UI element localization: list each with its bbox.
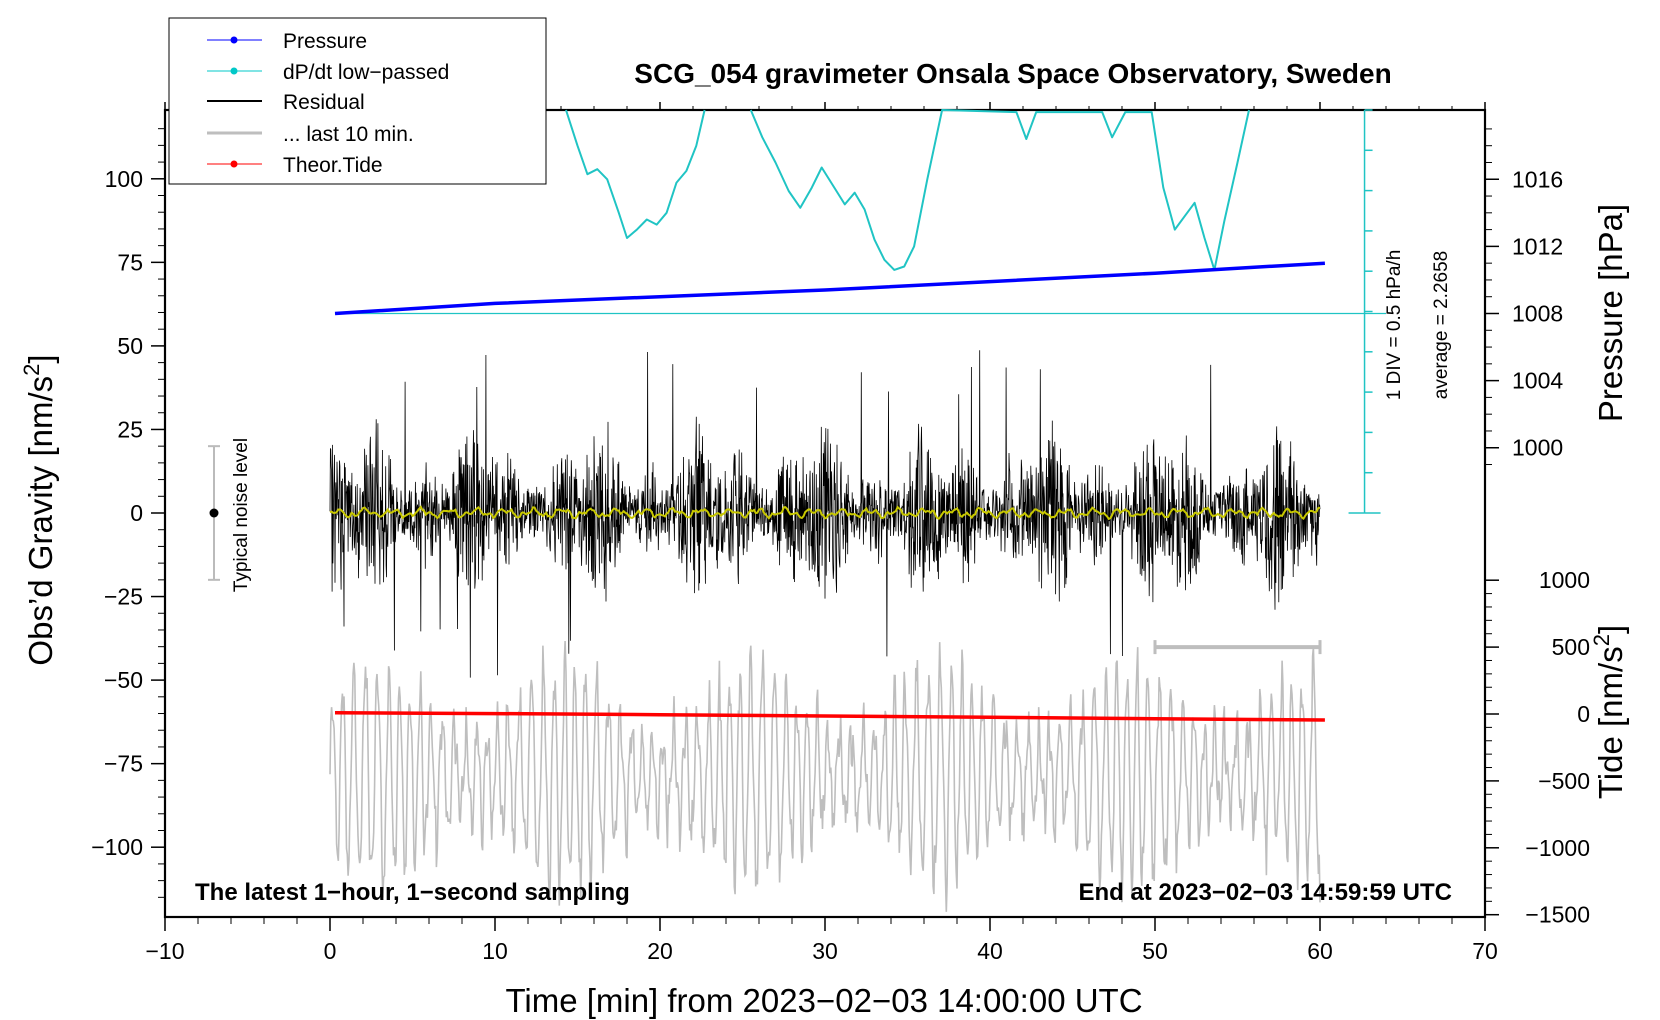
noise-level-label: Typical noise level [231, 438, 252, 592]
series-pressure [334, 261, 1325, 316]
y-left-tick-label: 50 [117, 333, 143, 359]
y-tide-tick-label: −1500 [1525, 902, 1590, 928]
annotation-bottom-left: The latest 1−hour, 1−second sampling [195, 879, 630, 906]
legend-label-tide: Theor.Tide [283, 154, 383, 177]
y-left-tick-label: 25 [117, 416, 143, 442]
noise-level-center-dot [209, 508, 219, 518]
x-tick-label: 50 [1142, 938, 1168, 964]
y-tide-tick-label: −1000 [1525, 835, 1590, 861]
y-tide-tick-label: 500 [1552, 634, 1590, 660]
y-left-tick-label: 100 [105, 166, 143, 192]
label-layer: −10 0 10 20 30 40 50 60 701007550250−25−50−75−10… [91, 166, 1590, 964]
y-pressure-tick-label: 1004 [1512, 368, 1563, 394]
legend-label-pressure: Pressure [283, 30, 367, 53]
data-layer [329, 109, 1325, 912]
div-scale-label: 1 DIV = 0.5 hPa/h [1384, 250, 1405, 401]
y-axis-title-tide-sup: 2 [1589, 634, 1614, 646]
y-left-tick-label: −100 [91, 834, 143, 860]
y-axis-title-pressure: Pressure [hPa] [1592, 204, 1629, 422]
y-left-tick-label: 75 [117, 249, 143, 275]
y-left-tick-label: −25 [104, 584, 143, 610]
average-label: average = 2.2658 [1431, 251, 1452, 399]
y-tide-tick-label: 1000 [1539, 567, 1590, 593]
y-pressure-tick-label: 1012 [1512, 233, 1563, 259]
legend-item-dpdt: dP/dt low−passed [207, 61, 449, 84]
legend-item-pressure: Pressure [207, 30, 367, 53]
x-tick-label: 70 [1472, 938, 1498, 964]
x-tick-label: −10 [145, 938, 184, 964]
x-tick-label: 10 [482, 938, 508, 964]
legend-marker-tide [230, 160, 238, 168]
y-tide-tick-label: −500 [1538, 768, 1590, 794]
y-axis-title-tide-close: ] [1592, 625, 1629, 634]
legend-item-residual: Residual [207, 91, 365, 114]
series-last-10-min [329, 640, 1321, 912]
x-axis-title: Time [min] from 2023−02−03 14:00:00 UTC [505, 982, 1142, 1019]
series-dpdt-lowpassed [565, 109, 1250, 271]
y-left-tick-label: 0 [130, 500, 143, 526]
x-tick-label: 20 [647, 938, 673, 964]
y-axis-title-left-sup: 2 [19, 364, 44, 376]
legend-item-last10: ... last 10 min. [207, 123, 414, 146]
y-axis-title-left: Obs’d Gravity [nm/s2] [19, 354, 59, 665]
legend-marker-pressure [230, 36, 238, 44]
y-pressure-tick-label: 1016 [1512, 166, 1563, 192]
legend-marker-dpdt [230, 67, 238, 75]
y-axis-title-tide: Tide [nm/s2] [1589, 625, 1629, 799]
y-left-tick-label: −75 [104, 751, 143, 777]
y-left-tick-label: −50 [104, 667, 143, 693]
x-tick-label: 30 [812, 938, 838, 964]
y-axis-title-left-close: ] [22, 354, 59, 363]
y-axis-title-left-main: Obs’d Gravity [nm/s [22, 376, 59, 666]
legend-label-last10: ... last 10 min. [283, 123, 414, 146]
annotation-bottom-right: End at 2023−02−03 14:59:59 UTC [1078, 879, 1452, 906]
legend-label-residual: Residual [283, 91, 365, 114]
y-pressure-tick-label: 1008 [1512, 301, 1563, 327]
legend-label-dpdt: dP/dt low−passed [283, 61, 449, 84]
x-tick-label: 0 [324, 938, 337, 964]
series-residual [329, 350, 1321, 678]
series-residual-smoothed [329, 505, 1320, 521]
chart-title: SCG_054 gravimeter Onsala Space Observat… [634, 58, 1391, 89]
y-pressure-tick-label: 1000 [1512, 435, 1563, 461]
y-axis-title-tide-main: Tide [nm/s [1592, 646, 1629, 799]
series-theoretical-tide [334, 710, 1325, 722]
legend: Pressure dP/dt low−passed Residual ... l… [168, 17, 547, 185]
y-tide-tick-label: 0 [1577, 701, 1590, 727]
x-tick-label: 40 [977, 938, 1003, 964]
x-tick-label: 60 [1307, 938, 1333, 964]
legend-item-tide: Theor.Tide [207, 154, 383, 177]
noise-level-indicator: Typical noise level [208, 438, 252, 592]
tick-layer [151, 102, 1499, 931]
